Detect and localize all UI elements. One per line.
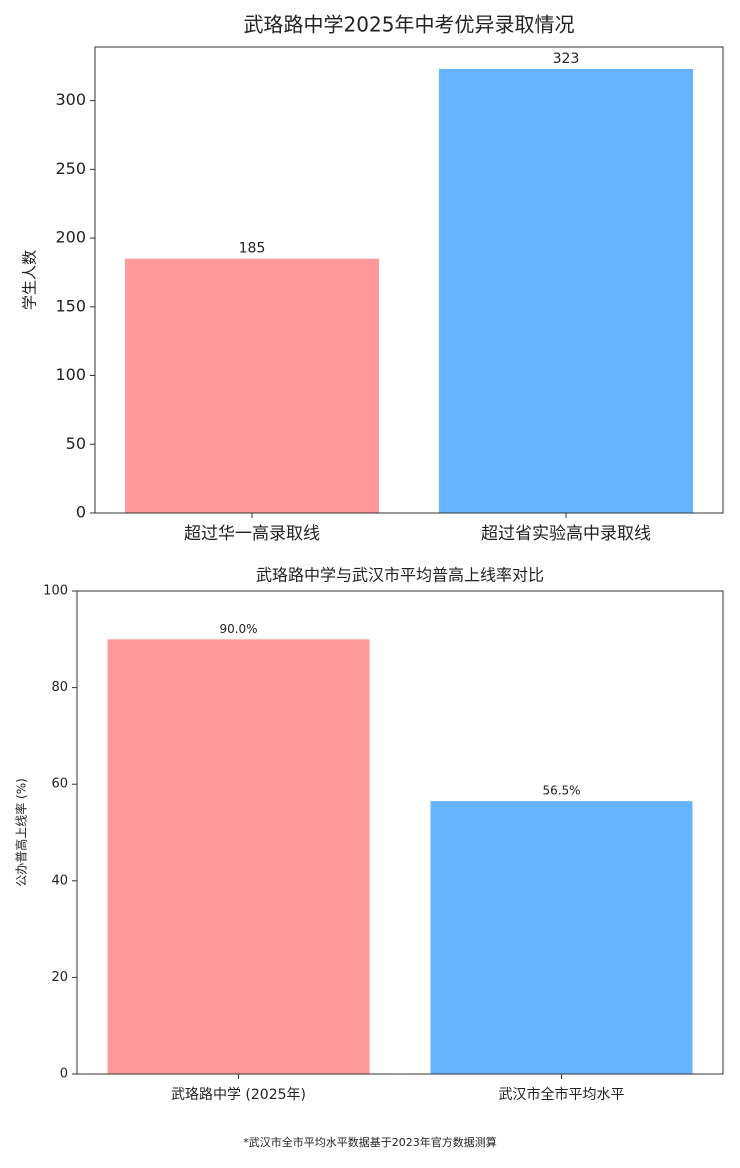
y-tick-label: 100 bbox=[43, 584, 68, 599]
bar bbox=[439, 68, 693, 513]
y-tick-label: 200 bbox=[55, 228, 86, 247]
plot-frame bbox=[76, 590, 724, 1075]
chart-title: 武珞路中学2025年中考优异录取情况 bbox=[244, 13, 575, 37]
x-tick-label: 武汉市全市平均水平 bbox=[499, 1086, 625, 1103]
bar bbox=[430, 801, 693, 1074]
x-tick-label: 超过省实验高中录取线 bbox=[481, 524, 651, 544]
x-tick-label: 武珞路中学 (2025年) bbox=[171, 1087, 306, 1103]
y-tick-label: 40 bbox=[51, 873, 68, 888]
y-tick-label: 150 bbox=[55, 296, 86, 315]
y-tick-label: 20 bbox=[51, 970, 68, 985]
y-tick-label: 60 bbox=[51, 777, 68, 792]
y-axis-label: 学生人数 bbox=[21, 250, 39, 310]
y-tick-label: 50 bbox=[66, 434, 86, 453]
y-tick-label: 80 bbox=[51, 680, 68, 695]
y-tick-label: 250 bbox=[55, 159, 86, 178]
footnote: *武汉市全市平均水平数据基于2023年官方数据测算 bbox=[243, 1135, 497, 1149]
value-label: 90.0% bbox=[219, 622, 257, 636]
plot-frame bbox=[94, 46, 724, 514]
bar bbox=[125, 258, 379, 513]
y-tick-label: 300 bbox=[55, 90, 86, 109]
bar bbox=[107, 639, 370, 1074]
y-tick-label: 0 bbox=[60, 1067, 68, 1082]
value-label: 56.5% bbox=[542, 784, 580, 798]
x-tick-label: 超过华一高录取线 bbox=[184, 524, 320, 544]
value-label: 185 bbox=[239, 241, 266, 257]
y-axis-label: 公办普高上线率 (%) bbox=[14, 778, 29, 887]
y-tick-label: 100 bbox=[55, 365, 86, 384]
y-tick-label: 0 bbox=[76, 503, 86, 522]
chart-title: 武珞路中学与武汉市平均普高上线率对比 bbox=[256, 566, 544, 585]
value-label: 323 bbox=[553, 51, 580, 67]
